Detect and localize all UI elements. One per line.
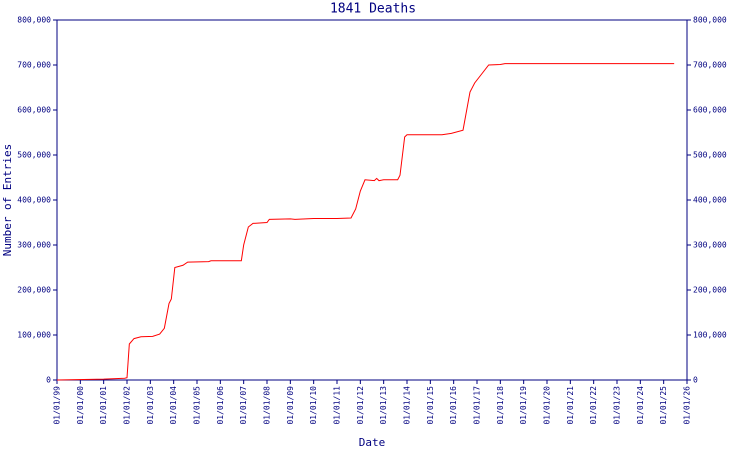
y2-tick-label: 500,000 — [693, 151, 727, 160]
x-tick-label: 01/01/26 — [683, 386, 692, 425]
x-tick-label: 01/01/25 — [659, 386, 668, 425]
y2-tick-label: 700,000 — [693, 61, 727, 70]
x-tick-label: 01/01/19 — [519, 386, 528, 425]
y2-tick-label: 600,000 — [693, 106, 727, 115]
y2-tick-label: 0 — [693, 376, 698, 385]
x-tick-label: 01/01/17 — [473, 386, 482, 425]
x-tick-label: 01/01/23 — [613, 386, 622, 425]
y2-tick-label: 300,000 — [693, 241, 727, 250]
y-tick-label: 300,000 — [17, 241, 51, 250]
x-tick-label: 01/01/14 — [403, 386, 412, 425]
y2-tick-label: 400,000 — [693, 196, 727, 205]
x-tick-label: 01/01/02 — [123, 386, 132, 425]
x-tick-label: 01/01/12 — [356, 386, 365, 425]
x-tick-label: 01/01/07 — [239, 386, 248, 425]
y-tick-label: 400,000 — [17, 196, 51, 205]
x-tick-label: 01/01/22 — [589, 386, 598, 425]
y-axis-label: Number of Entries — [1, 144, 14, 257]
y-tick-label: 200,000 — [17, 286, 51, 295]
x-tick-label: 01/01/06 — [216, 386, 225, 425]
x-tick-label: 01/01/16 — [449, 386, 458, 425]
x-tick-label: 01/01/10 — [309, 386, 318, 425]
x-tick-label: 01/01/09 — [286, 386, 295, 425]
x-tick-label: 01/01/00 — [76, 386, 85, 425]
y-tick-label: 600,000 — [17, 106, 51, 115]
x-tick-label: 01/01/18 — [496, 386, 505, 425]
y-tick-label: 800,000 — [17, 16, 51, 25]
x-tick-label: 01/01/24 — [636, 386, 645, 425]
x-tick-label: 01/01/11 — [333, 386, 342, 425]
x-tick-label: 01/01/05 — [193, 386, 202, 425]
y2-tick-label: 200,000 — [693, 286, 727, 295]
x-tick-label: 01/01/13 — [379, 386, 388, 425]
y2-tick-label: 100,000 — [693, 331, 727, 340]
y-tick-label: 100,000 — [17, 331, 51, 340]
x-tick-label: 01/01/21 — [566, 386, 575, 425]
x-tick-label: 01/01/15 — [426, 386, 435, 425]
data-line — [56, 63, 675, 381]
y-tick-label: 0 — [46, 376, 51, 385]
x-tick-label: 01/01/01 — [99, 386, 108, 425]
chart-title: 1841 Deaths — [330, 2, 416, 17]
x-tick-label: 01/01/20 — [543, 386, 552, 425]
x-tick-label: 01/01/08 — [263, 386, 272, 425]
x-tick-label: 01/01/99 — [53, 386, 62, 425]
x-tick-label: 01/01/03 — [146, 386, 155, 425]
plot-frame — [56, 19, 688, 381]
y-tick-label: 500,000 — [17, 151, 51, 160]
y2-tick-label: 800,000 — [693, 16, 727, 25]
x-tick-label: 01/01/04 — [169, 386, 178, 425]
x-axis-label: Date — [359, 436, 386, 449]
y-tick-label: 700,000 — [17, 61, 51, 70]
